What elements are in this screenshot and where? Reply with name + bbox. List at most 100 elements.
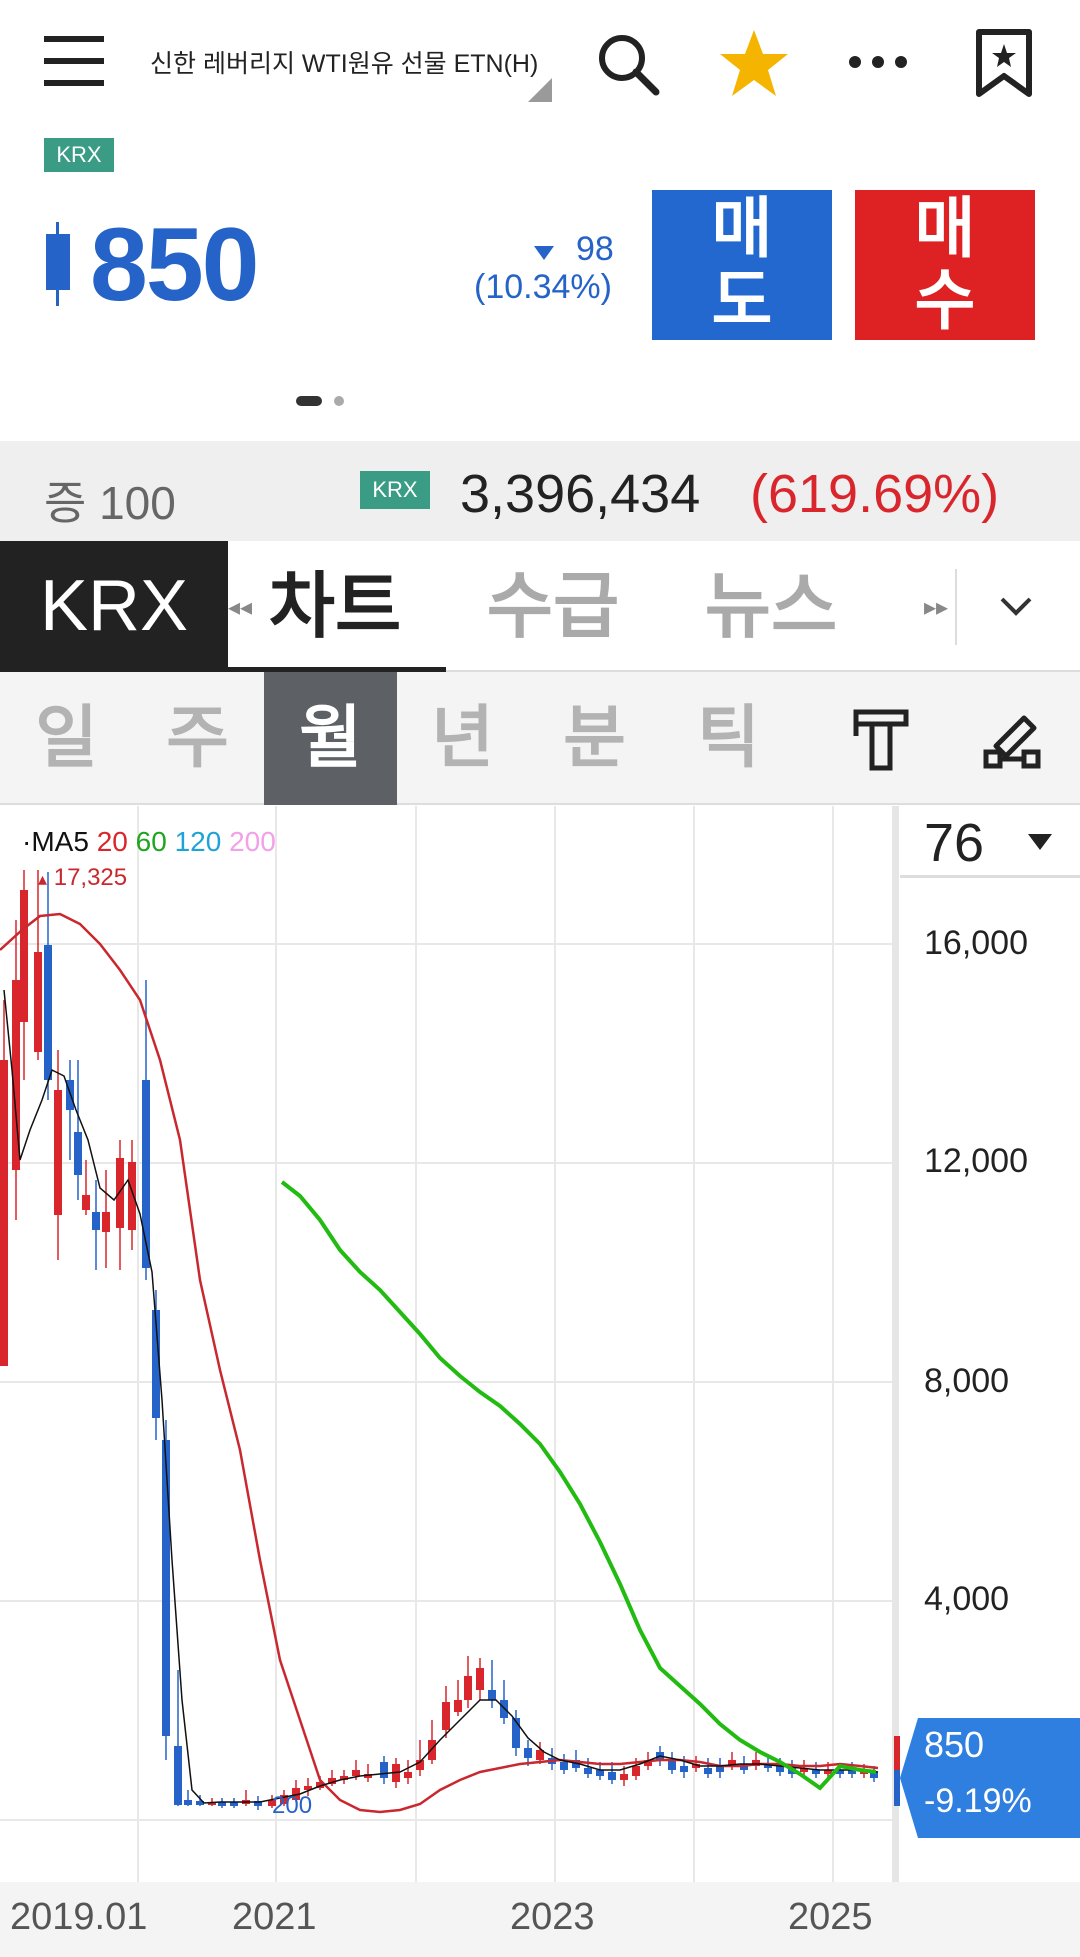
x-tick-2021: 2021 bbox=[232, 1896, 317, 1938]
y-tick-12000: 12,000 bbox=[924, 1142, 1028, 1180]
tab-exchange[interactable]: KRX bbox=[0, 541, 228, 672]
candle-body bbox=[764, 1764, 772, 1768]
candle-body bbox=[20, 890, 28, 1022]
candle-body bbox=[142, 1080, 150, 1268]
candle-body bbox=[364, 1774, 372, 1778]
stock-title[interactable]: 신한 레버리지 WTI원유 선물 ETN(H) bbox=[150, 50, 539, 78]
candle-body bbox=[352, 1770, 360, 1776]
candle-body bbox=[416, 1760, 424, 1770]
candle-body bbox=[328, 1778, 336, 1784]
candle-count-select[interactable]: 76 bbox=[900, 806, 1080, 878]
ma-legend[interactable]: ·MA5 20 60 120 200 bbox=[22, 826, 276, 858]
price-chart[interactable]: ·MA5 20 60 120 200 ▴ 17,325 200 76 16,00… bbox=[0, 806, 1080, 1957]
period-selector: 일 주 월 년 분 틱 bbox=[0, 672, 1080, 805]
candle-body bbox=[102, 1212, 110, 1232]
candle-body bbox=[476, 1668, 484, 1690]
candle-body bbox=[836, 1770, 844, 1774]
volume-pct: (619.69%) bbox=[750, 464, 1000, 524]
tab-chart[interactable]: 차트 bbox=[268, 564, 402, 648]
sell-button[interactable]: 매 도 bbox=[652, 190, 832, 340]
period-tick[interactable]: 틱 bbox=[697, 699, 760, 778]
candle-body bbox=[0, 1060, 8, 1366]
candle-body bbox=[82, 1195, 90, 1210]
period-minute[interactable]: 분 bbox=[563, 699, 626, 778]
candle-body bbox=[464, 1676, 472, 1700]
sell-label-1: 매 bbox=[711, 190, 773, 267]
candle-body bbox=[162, 1440, 170, 1736]
candle-body bbox=[512, 1718, 520, 1748]
change-down-icon bbox=[534, 246, 554, 260]
candle-body bbox=[404, 1772, 412, 1778]
drawing-tool-icon[interactable] bbox=[982, 706, 1044, 772]
current-candle-marker bbox=[894, 1736, 900, 1806]
candle-body bbox=[116, 1158, 124, 1228]
candle-body bbox=[704, 1768, 712, 1774]
y-tick-8000: 8,000 bbox=[924, 1362, 1010, 1400]
candle-body bbox=[268, 1800, 276, 1806]
indicator-settings-icon[interactable] bbox=[850, 708, 912, 774]
high-marker: ▴ 17,325 bbox=[38, 864, 128, 891]
candle-body bbox=[74, 1132, 82, 1175]
current-price-tag: 850 bbox=[924, 1724, 985, 1765]
candle-body bbox=[752, 1760, 760, 1766]
candle-body bbox=[560, 1762, 568, 1770]
scroll-left-icon[interactable]: ◂◂ bbox=[228, 594, 253, 621]
candle-body bbox=[728, 1760, 736, 1766]
candle-body bbox=[620, 1774, 628, 1780]
buy-button[interactable]: 매 수 bbox=[855, 190, 1035, 340]
y-tick-4000: 4,000 bbox=[924, 1580, 1010, 1618]
legend-ma5: ·MA5 bbox=[22, 826, 89, 857]
bookmark-icon[interactable] bbox=[974, 28, 1034, 98]
tab-bar: KRX ◂◂ 차트 수급 뉴스 ▸▸ bbox=[0, 541, 1080, 672]
chart-canvas[interactable] bbox=[0, 806, 1080, 1957]
legend-ma60: 60 bbox=[135, 826, 167, 857]
title-dropdown-icon[interactable] bbox=[528, 78, 552, 102]
candle-body bbox=[44, 945, 52, 1080]
current-price-tag-shape bbox=[900, 1718, 1080, 1838]
ma5-line bbox=[3, 989, 879, 1804]
pager-dot-active[interactable] bbox=[296, 396, 322, 406]
more-icon[interactable] bbox=[846, 52, 910, 72]
x-tick-2025: 2025 bbox=[788, 1896, 873, 1938]
candle-body bbox=[254, 1801, 262, 1806]
period-day[interactable]: 일 bbox=[35, 699, 98, 778]
ma60-line bbox=[280, 1180, 877, 1791]
scroll-right-icon[interactable]: ▸▸ bbox=[924, 594, 949, 621]
x-tick-2023: 2023 bbox=[510, 1896, 595, 1938]
period-month[interactable]: 월 bbox=[264, 672, 397, 805]
count-dropdown-icon[interactable] bbox=[1028, 834, 1052, 850]
candle-body bbox=[128, 1162, 136, 1230]
candle-body bbox=[428, 1740, 436, 1760]
candle-body bbox=[692, 1764, 700, 1768]
tab-supply[interactable]: 수급 bbox=[486, 564, 620, 648]
buy-label-1: 매 bbox=[914, 190, 976, 267]
tab-active-underline bbox=[228, 667, 446, 672]
volume-bar: 증 100 KRX 3,396,434 (619.69%) bbox=[0, 441, 1080, 541]
x-axis-band bbox=[0, 1882, 1080, 1957]
candle-body bbox=[340, 1776, 348, 1780]
pager-dot[interactable] bbox=[334, 396, 344, 406]
price-change-pct: (10.34%) bbox=[474, 268, 612, 306]
period-week[interactable]: 주 bbox=[166, 699, 229, 778]
search-icon[interactable] bbox=[594, 30, 664, 100]
legend-ma120: 120 bbox=[174, 826, 222, 857]
candle-body bbox=[536, 1750, 544, 1760]
candle-body bbox=[800, 1768, 808, 1772]
candle-body bbox=[208, 1802, 216, 1805]
candle-body bbox=[668, 1760, 676, 1770]
chevron-down-icon[interactable] bbox=[996, 591, 1036, 621]
star-icon[interactable] bbox=[718, 28, 790, 98]
candle-body bbox=[488, 1690, 496, 1700]
tab-news[interactable]: 뉴스 bbox=[704, 564, 838, 648]
candle-body bbox=[572, 1760, 580, 1768]
volume-value: 3,396,434 bbox=[460, 464, 701, 524]
current-price: 850 bbox=[90, 207, 260, 323]
menu-icon[interactable] bbox=[44, 36, 106, 88]
candle-count: 76 bbox=[924, 813, 985, 873]
candle-body bbox=[584, 1768, 592, 1774]
period-year[interactable]: 년 bbox=[431, 699, 494, 778]
candle-body bbox=[196, 1801, 204, 1805]
candle-body bbox=[824, 1770, 832, 1774]
candle-body bbox=[184, 1800, 192, 1805]
market-badge: KRX bbox=[44, 138, 114, 172]
